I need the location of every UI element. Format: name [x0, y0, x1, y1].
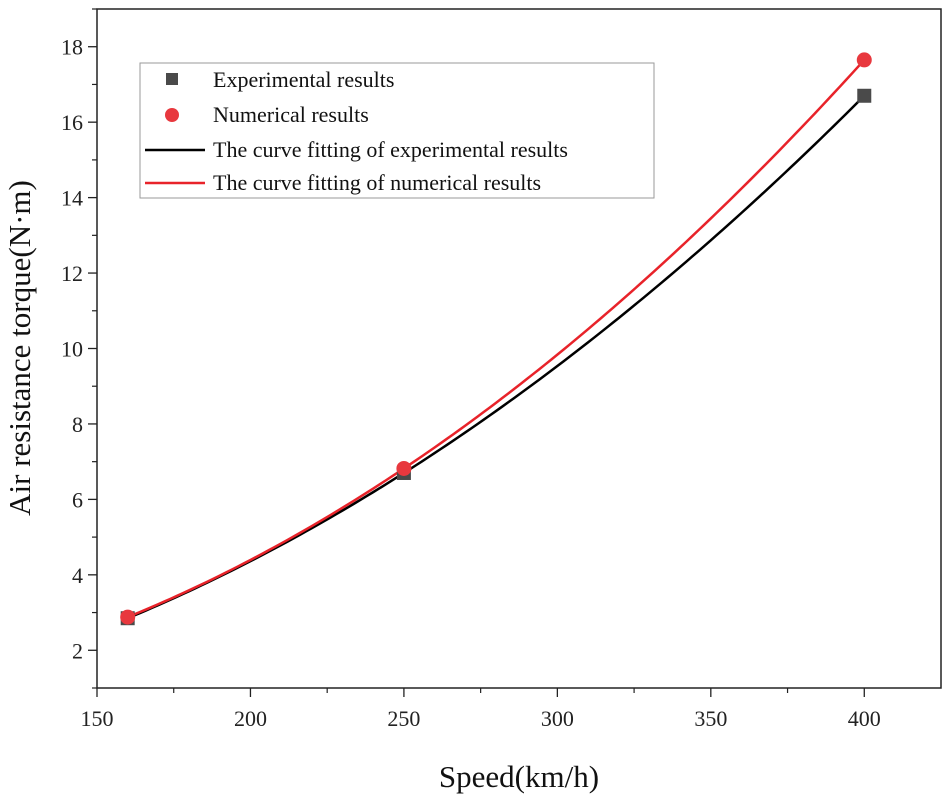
- x-tick-label: 200: [234, 706, 267, 731]
- experimental-point: [857, 88, 872, 103]
- legend-marker-numerical: [165, 108, 179, 122]
- y-tick-label: 18: [61, 35, 83, 60]
- x-tick-label: 400: [848, 706, 881, 731]
- tick-layer: 150 200 250 300 350 400 2 4 6 8 10 12 14 16 18: [61, 8, 881, 731]
- legend-marker-experimental: [166, 73, 178, 85]
- y-tick-label: 8: [72, 412, 83, 437]
- legend-label-numerical: Numerical results: [213, 102, 369, 127]
- x-tick-label: 300: [541, 706, 574, 731]
- x-tick-label: 350: [694, 706, 727, 731]
- legend-label-fit-experimental: The curve fitting of experimental result…: [213, 137, 568, 162]
- y-tick-label: 10: [61, 337, 83, 362]
- fit-curve-numerical: [127, 59, 866, 619]
- numerical-point: [396, 460, 412, 476]
- data-points-layer: [120, 52, 872, 626]
- legend-box: [139, 62, 655, 199]
- y-tick-label: 12: [61, 261, 83, 286]
- x-tick-label: 150: [81, 706, 114, 731]
- numerical-point: [120, 609, 136, 625]
- x-tick-label: 250: [387, 706, 420, 731]
- x-axis-title: Speed(km/h): [439, 759, 599, 794]
- numerical-point: [856, 52, 872, 68]
- y-tick-label: 2: [72, 638, 83, 663]
- y-tick-label: 14: [61, 186, 83, 211]
- y-axis-title: Air resistance torque(N·m): [2, 180, 37, 516]
- y-tick-label: 6: [72, 487, 83, 512]
- y-tick-label: 4: [72, 563, 83, 588]
- y-tick-label: 16: [61, 110, 83, 135]
- fit-curves-layer: [127, 59, 866, 620]
- legend-label-experimental: Experimental results: [213, 67, 394, 92]
- legend-label-fit-numerical: The curve fitting of numerical results: [213, 170, 541, 195]
- legend: Experimental results Numerical results T…: [139, 62, 655, 199]
